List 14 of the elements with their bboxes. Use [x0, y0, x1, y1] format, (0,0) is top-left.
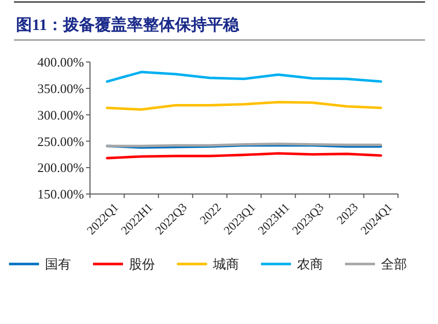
- y-tick-label: 200.00%: [37, 160, 84, 176]
- line-series: [106, 70, 382, 83]
- y-tick-label: 400.00%: [37, 54, 84, 70]
- legend-label: 农商: [297, 256, 323, 272]
- chart-title: 图11：拨备覆盖率整体保持平稳: [16, 15, 240, 34]
- y-tick-label: 350.00%: [37, 80, 84, 96]
- legend-label: 国有: [45, 256, 71, 272]
- legend-label: 全部: [381, 256, 407, 272]
- legend-label: 城商: [212, 256, 239, 272]
- y-tick-label: 150.00%: [37, 186, 84, 202]
- line-series: [106, 100, 382, 111]
- y-tick-label: 300.00%: [37, 107, 84, 122]
- y-tick-label: 250.00%: [37, 134, 84, 149]
- legend-label: 股份: [129, 256, 155, 272]
